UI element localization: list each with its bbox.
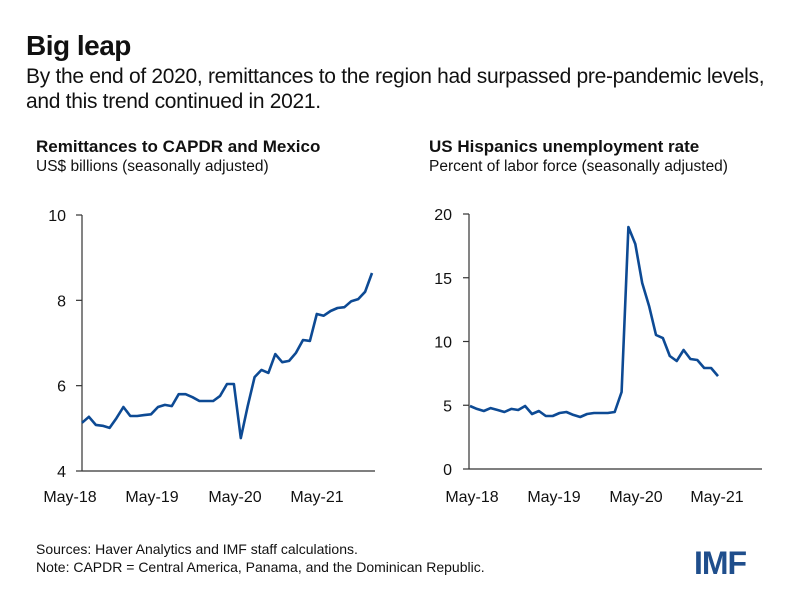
imf-logo: IMF <box>694 545 747 581</box>
y-tick-label: 6 <box>57 379 66 396</box>
x-tick-label: May-18 <box>445 489 498 506</box>
x-tick-label: May-20 <box>208 489 261 506</box>
right-chart-subtitle: Percent of labor force (seasonally adjus… <box>429 158 728 175</box>
page-subtitle: By the end of 2020, remittances to the r… <box>26 65 765 113</box>
left-chart-title: Remittances to CAPDR and Mexico <box>36 137 321 156</box>
x-tick-label: May-19 <box>527 489 580 506</box>
y-tick-label: 8 <box>57 293 66 310</box>
x-tick-label: May-18 <box>43 489 96 506</box>
y-tick-label: 0 <box>443 462 452 479</box>
x-tick-label: May-19 <box>125 489 178 506</box>
right-chart-title: US Hispanics unemployment rate <box>429 137 700 156</box>
series-line <box>81 272 374 440</box>
unemployment-chart: 0 5 10 15 20 May-18 May-19 May-20 May-21 <box>434 207 762 506</box>
y-tick-label: 4 <box>57 464 66 481</box>
page-title: Big leap <box>26 30 131 61</box>
sources-note: Sources: Haver Analytics and IMF staff c… <box>36 541 358 557</box>
y-tick-label: 15 <box>434 271 452 288</box>
y-tick-label: 10 <box>434 335 452 352</box>
x-tick-label: May-21 <box>290 489 343 506</box>
remittances-chart: 4 6 8 10 May-18 May-19 May-20 May-21 <box>43 208 375 506</box>
y-tick-label: 20 <box>434 207 452 224</box>
y-tick-label: 10 <box>48 208 66 225</box>
series-line <box>469 225 719 419</box>
x-tick-label: May-21 <box>690 489 743 506</box>
y-tick-label: 5 <box>443 398 452 415</box>
left-chart-subtitle: US$ billions (seasonally adjusted) <box>36 158 269 175</box>
definition-note: Note: CAPDR = Central America, Panama, a… <box>36 559 485 575</box>
x-tick-label: May-20 <box>609 489 662 506</box>
